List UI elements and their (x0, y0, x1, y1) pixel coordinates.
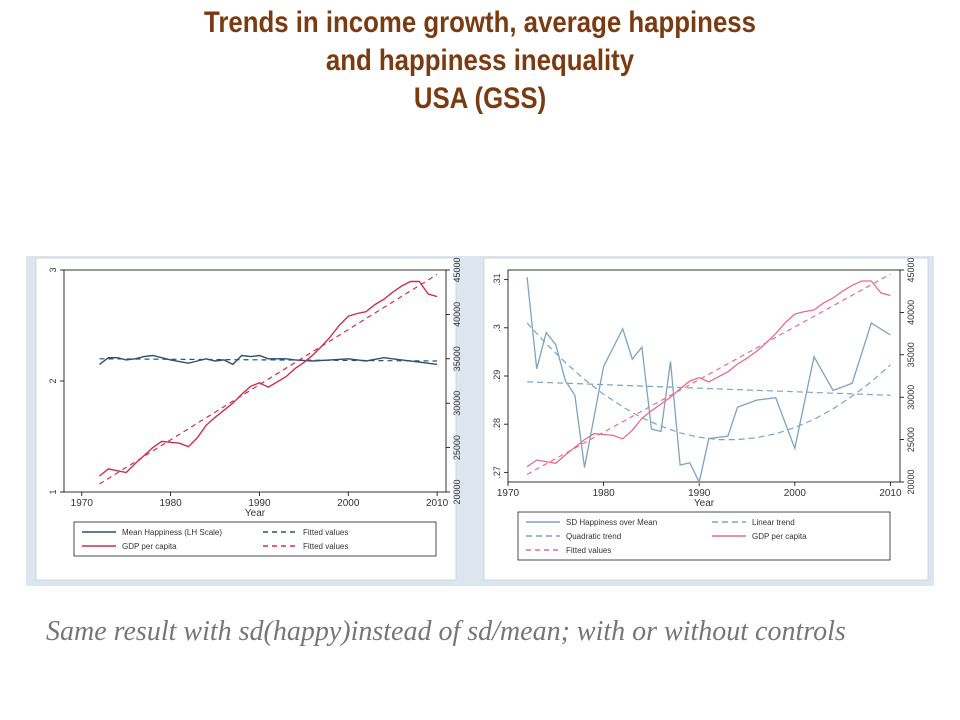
left-tick-label: .28 (492, 418, 502, 431)
left-tick-label: .29 (492, 370, 502, 383)
right-tick-label: 30000 (452, 391, 462, 416)
chart-2: 1970 1980 1990 2000 2010 Year .27 .28 .29 .3 .31 20… (483, 257, 929, 581)
right-tick-label: 45000 (452, 257, 462, 282)
right-tick-label: 45000 (906, 257, 916, 282)
charts-panel: 1970 1980 1990 2000 2010 Year 1 2 3 20000 25000 300… (26, 256, 934, 586)
right-tick-label: 25000 (906, 427, 916, 452)
legend-entry-label: Fitted values (566, 546, 611, 555)
x-axis-label: Year (694, 498, 715, 509)
legend-entry-label: Fitted values (303, 542, 348, 551)
left-tick-label: .3 (492, 324, 502, 332)
series-sd-happiness-over-mean-line (526, 277, 891, 484)
right-tick-label: 25000 (452, 435, 462, 460)
x-tick-label: 1970 (71, 498, 94, 509)
x-tick-label: 2010 (426, 498, 449, 509)
left-tick-label: 1 (48, 489, 58, 494)
series-linear-trend-line (527, 381, 891, 396)
legend-entry-label: Linear trend (752, 518, 795, 527)
legend-box (517, 511, 891, 561)
right-tick-label: 35000 (452, 346, 462, 371)
series-fitted-values-line (99, 273, 438, 485)
legend: SD Happiness over Mean Linear trend Quadra… (517, 511, 891, 561)
x-tick-label: 1980 (592, 488, 615, 499)
right-tick-label: 40000 (452, 302, 462, 327)
right-tick-label: 35000 (906, 342, 916, 367)
title-line-2: and happiness inequality (325, 44, 635, 77)
series-quadratic-trend-line (526, 322, 891, 441)
legend-entry-label: GDP per capita (752, 532, 807, 541)
x-tick-label: 1980 (159, 498, 182, 509)
legend-entry-label: Mean Happiness (LH Scale) (122, 528, 222, 537)
left-tick-label: 3 (48, 267, 58, 272)
left-tick-label: 2 (48, 378, 58, 383)
series-fitted-values-line (526, 273, 891, 475)
charts-svg: 1970 1980 1990 2000 2010 Year 1 2 3 20000 25000 300… (35, 257, 929, 581)
title-line-3: USA (GSS) (413, 82, 547, 115)
x-tick-label: 1990 (688, 488, 711, 499)
series-gdp-per-capita-line (526, 280, 891, 468)
legend: Mean Happiness (LH Scale) Fitted values GD… (73, 521, 437, 557)
chart-1: 1970 1980 1990 2000 2010 Year 1 2 3 20000 25000 300… (35, 257, 462, 581)
legend-entry-label: GDP per capita (122, 542, 177, 551)
right-tick-label: 20000 (452, 479, 462, 504)
x-tick-label: 2000 (784, 488, 807, 499)
x-tick-label: 2010 (879, 488, 902, 499)
slide-title: Trends in income growth, average happine… (67, 4, 893, 118)
right-tick-label: 30000 (906, 385, 916, 410)
series-fitted-values-line (99, 358, 438, 362)
x-tick-label: 1990 (248, 498, 271, 509)
left-tick-label: .27 (492, 466, 502, 479)
plot-area (63, 269, 447, 493)
legend-entry-label: Quadratic trend (566, 532, 621, 541)
legend-box (73, 521, 437, 557)
x-axis-label: Year (245, 508, 266, 519)
legend-entry-label: Fitted values (303, 528, 348, 537)
x-tick-label: 1970 (497, 488, 520, 499)
legend-entry-label: SD Happiness over Mean (566, 518, 657, 527)
plot-area (507, 269, 901, 483)
series-gdp-per-capita-line (99, 280, 438, 477)
title-line-1: Trends in income growth, average happine… (204, 6, 756, 39)
x-tick-label: 2000 (337, 498, 360, 509)
right-tick-label: 20000 (906, 469, 916, 494)
caption: Same result with sd(happy)instead of sd/… (46, 616, 846, 647)
left-tick-label: .31 (492, 273, 502, 286)
right-tick-label: 40000 (906, 300, 916, 325)
